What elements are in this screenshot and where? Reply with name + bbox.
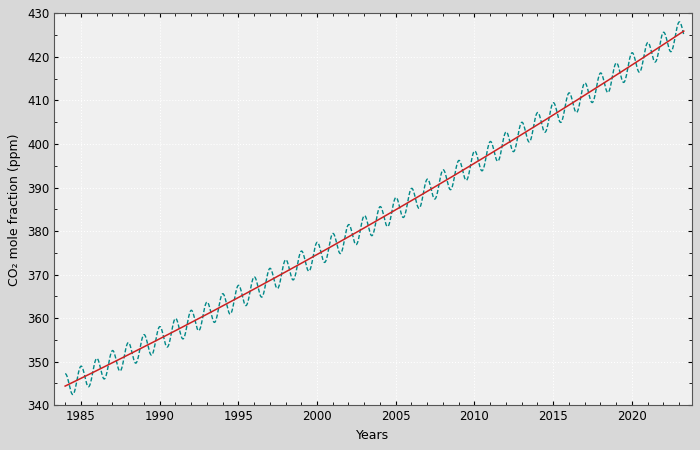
X-axis label: Years: Years: [356, 429, 389, 441]
Y-axis label: CO₂ mole fraction (ppm): CO₂ mole fraction (ppm): [8, 133, 21, 286]
